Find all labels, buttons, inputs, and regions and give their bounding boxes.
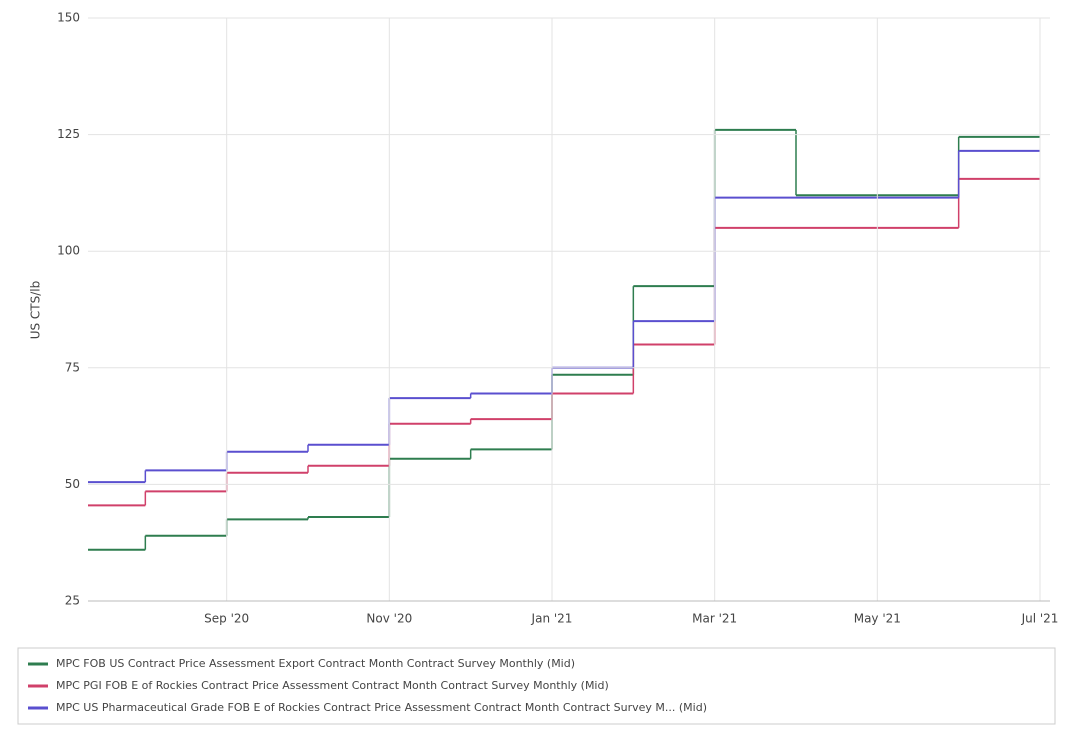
x-tick-label: Jul '21 (1021, 612, 1059, 626)
x-tick-label: Nov '20 (366, 612, 412, 626)
y-tick-label: 100 (57, 244, 80, 258)
y-tick-label: 125 (57, 127, 80, 141)
y-tick-label: 75 (65, 360, 80, 374)
x-tick-label: Sep '20 (204, 612, 249, 626)
y-tick-label: 25 (65, 594, 80, 608)
y-tick-label: 50 (65, 477, 80, 491)
legend-box (17, 647, 1056, 725)
legend-label: MPC FOB US Contract Price Assessment Exp… (56, 657, 575, 670)
legend-label: MPC PGI FOB E of Rockies Contract Price … (56, 679, 609, 692)
x-tick-label: May '21 (854, 612, 901, 626)
y-tick-label: 150 (57, 11, 80, 25)
legend-label: MPC US Pharmaceutical Grade FOB E of Roc… (56, 701, 707, 714)
x-tick-label: Jan '21 (531, 612, 573, 626)
x-tick-label: Mar '21 (692, 612, 737, 626)
y-axis-label: US CTS/lb (29, 281, 43, 340)
